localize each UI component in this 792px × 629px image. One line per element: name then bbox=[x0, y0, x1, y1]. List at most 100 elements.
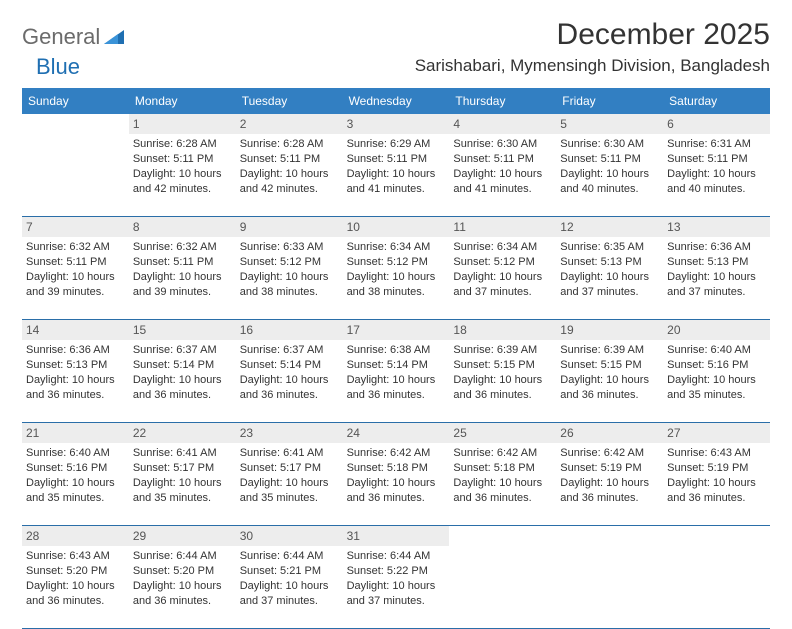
day-body: Sunrise: 6:40 AMSunset: 5:16 PMDaylight:… bbox=[26, 446, 125, 505]
daylight-text: Daylight: 10 hours and 36 minutes. bbox=[347, 476, 446, 506]
daylight-text: Daylight: 10 hours and 36 minutes. bbox=[26, 579, 125, 609]
sunset-text: Sunset: 5:11 PM bbox=[26, 255, 125, 270]
day-cell: Sunrise: 6:34 AMSunset: 5:12 PMDaylight:… bbox=[449, 237, 556, 319]
sunrise-text: Sunrise: 6:28 AM bbox=[133, 137, 232, 152]
day-cell: Sunrise: 6:43 AMSunset: 5:20 PMDaylight:… bbox=[22, 546, 129, 628]
daylight-text: Daylight: 10 hours and 35 minutes. bbox=[26, 476, 125, 506]
sunset-text: Sunset: 5:18 PM bbox=[453, 461, 552, 476]
daylight-text: Daylight: 10 hours and 37 minutes. bbox=[667, 270, 766, 300]
daylight-text: Daylight: 10 hours and 40 minutes. bbox=[560, 167, 659, 197]
sunrise-text: Sunrise: 6:37 AM bbox=[133, 343, 232, 358]
sunrise-text: Sunrise: 6:41 AM bbox=[133, 446, 232, 461]
day-body: Sunrise: 6:44 AMSunset: 5:21 PMDaylight:… bbox=[240, 549, 339, 608]
day-body: Sunrise: 6:32 AMSunset: 5:11 PMDaylight:… bbox=[133, 240, 232, 299]
sunset-text: Sunset: 5:13 PM bbox=[560, 255, 659, 270]
day-number: 18 bbox=[449, 320, 556, 340]
sunrise-text: Sunrise: 6:42 AM bbox=[453, 446, 552, 461]
sunset-text: Sunset: 5:15 PM bbox=[560, 358, 659, 373]
sunset-text: Sunset: 5:11 PM bbox=[453, 152, 552, 167]
daylight-text: Daylight: 10 hours and 35 minutes. bbox=[133, 476, 232, 506]
sunset-text: Sunset: 5:12 PM bbox=[347, 255, 446, 270]
day-number bbox=[449, 526, 556, 546]
sunset-text: Sunset: 5:14 PM bbox=[133, 358, 232, 373]
day-number: 17 bbox=[343, 320, 450, 340]
day-number-row: 28293031 bbox=[22, 526, 770, 546]
day-cell bbox=[556, 546, 663, 628]
day-body: Sunrise: 6:30 AMSunset: 5:11 PMDaylight:… bbox=[560, 137, 659, 196]
day-body: Sunrise: 6:37 AMSunset: 5:14 PMDaylight:… bbox=[133, 343, 232, 402]
day-number: 3 bbox=[343, 114, 450, 134]
day-body: Sunrise: 6:30 AMSunset: 5:11 PMDaylight:… bbox=[453, 137, 552, 196]
weeks-container: 123456Sunrise: 6:28 AMSunset: 5:11 PMDay… bbox=[22, 114, 770, 629]
daylight-text: Daylight: 10 hours and 41 minutes. bbox=[453, 167, 552, 197]
sunset-text: Sunset: 5:21 PM bbox=[240, 564, 339, 579]
day-cell: Sunrise: 6:42 AMSunset: 5:18 PMDaylight:… bbox=[449, 443, 556, 525]
day-body: Sunrise: 6:29 AMSunset: 5:11 PMDaylight:… bbox=[347, 137, 446, 196]
day-number: 30 bbox=[236, 526, 343, 546]
sunset-text: Sunset: 5:22 PM bbox=[347, 564, 446, 579]
sunset-text: Sunset: 5:20 PM bbox=[26, 564, 125, 579]
week-row: Sunrise: 6:32 AMSunset: 5:11 PMDaylight:… bbox=[22, 237, 770, 320]
weekday-friday: Friday bbox=[556, 88, 663, 114]
sunset-text: Sunset: 5:17 PM bbox=[133, 461, 232, 476]
sunrise-text: Sunrise: 6:39 AM bbox=[560, 343, 659, 358]
sunset-text: Sunset: 5:20 PM bbox=[133, 564, 232, 579]
day-number-row: 123456 bbox=[22, 114, 770, 134]
daylight-text: Daylight: 10 hours and 35 minutes. bbox=[240, 476, 339, 506]
day-cell: Sunrise: 6:44 AMSunset: 5:20 PMDaylight:… bbox=[129, 546, 236, 628]
sunset-text: Sunset: 5:19 PM bbox=[560, 461, 659, 476]
sunrise-text: Sunrise: 6:40 AM bbox=[667, 343, 766, 358]
day-cell bbox=[663, 546, 770, 628]
day-body: Sunrise: 6:34 AMSunset: 5:12 PMDaylight:… bbox=[347, 240, 446, 299]
day-body: Sunrise: 6:39 AMSunset: 5:15 PMDaylight:… bbox=[560, 343, 659, 402]
sunrise-text: Sunrise: 6:43 AM bbox=[667, 446, 766, 461]
daylight-text: Daylight: 10 hours and 37 minutes. bbox=[560, 270, 659, 300]
day-number bbox=[22, 114, 129, 134]
week-row: Sunrise: 6:43 AMSunset: 5:20 PMDaylight:… bbox=[22, 546, 770, 629]
day-cell: Sunrise: 6:37 AMSunset: 5:14 PMDaylight:… bbox=[129, 340, 236, 422]
day-number-row: 78910111213 bbox=[22, 217, 770, 237]
day-number: 14 bbox=[22, 320, 129, 340]
day-number bbox=[556, 526, 663, 546]
day-number: 16 bbox=[236, 320, 343, 340]
day-number: 24 bbox=[343, 423, 450, 443]
daylight-text: Daylight: 10 hours and 36 minutes. bbox=[240, 373, 339, 403]
daylight-text: Daylight: 10 hours and 36 minutes. bbox=[133, 373, 232, 403]
week-row: Sunrise: 6:28 AMSunset: 5:11 PMDaylight:… bbox=[22, 134, 770, 217]
location-subtitle: Sarishabari, Mymensingh Division, Bangla… bbox=[415, 56, 770, 76]
sunrise-text: Sunrise: 6:44 AM bbox=[347, 549, 446, 564]
day-cell: Sunrise: 6:33 AMSunset: 5:12 PMDaylight:… bbox=[236, 237, 343, 319]
day-number: 13 bbox=[663, 217, 770, 237]
sunrise-text: Sunrise: 6:30 AM bbox=[560, 137, 659, 152]
sunrise-text: Sunrise: 6:39 AM bbox=[453, 343, 552, 358]
weekday-sunday: Sunday bbox=[22, 88, 129, 114]
day-body: Sunrise: 6:41 AMSunset: 5:17 PMDaylight:… bbox=[240, 446, 339, 505]
sunset-text: Sunset: 5:11 PM bbox=[133, 152, 232, 167]
day-number-row: 14151617181920 bbox=[22, 320, 770, 340]
day-number: 29 bbox=[129, 526, 236, 546]
daylight-text: Daylight: 10 hours and 39 minutes. bbox=[26, 270, 125, 300]
sunrise-text: Sunrise: 6:42 AM bbox=[560, 446, 659, 461]
weekday-wednesday: Wednesday bbox=[343, 88, 450, 114]
day-cell: Sunrise: 6:34 AMSunset: 5:12 PMDaylight:… bbox=[343, 237, 450, 319]
day-cell: Sunrise: 6:30 AMSunset: 5:11 PMDaylight:… bbox=[449, 134, 556, 216]
weekday-tuesday: Tuesday bbox=[236, 88, 343, 114]
day-cell: Sunrise: 6:42 AMSunset: 5:18 PMDaylight:… bbox=[343, 443, 450, 525]
day-body: Sunrise: 6:42 AMSunset: 5:19 PMDaylight:… bbox=[560, 446, 659, 505]
day-cell: Sunrise: 6:28 AMSunset: 5:11 PMDaylight:… bbox=[236, 134, 343, 216]
sunrise-text: Sunrise: 6:38 AM bbox=[347, 343, 446, 358]
week-row: Sunrise: 6:40 AMSunset: 5:16 PMDaylight:… bbox=[22, 443, 770, 526]
daylight-text: Daylight: 10 hours and 42 minutes. bbox=[240, 167, 339, 197]
day-cell: Sunrise: 6:40 AMSunset: 5:16 PMDaylight:… bbox=[663, 340, 770, 422]
weekday-saturday: Saturday bbox=[663, 88, 770, 114]
day-cell bbox=[449, 546, 556, 628]
day-body: Sunrise: 6:38 AMSunset: 5:14 PMDaylight:… bbox=[347, 343, 446, 402]
sunrise-text: Sunrise: 6:29 AM bbox=[347, 137, 446, 152]
day-cell: Sunrise: 6:44 AMSunset: 5:22 PMDaylight:… bbox=[343, 546, 450, 628]
day-body: Sunrise: 6:43 AMSunset: 5:20 PMDaylight:… bbox=[26, 549, 125, 608]
sunrise-text: Sunrise: 6:43 AM bbox=[26, 549, 125, 564]
day-number: 4 bbox=[449, 114, 556, 134]
daylight-text: Daylight: 10 hours and 37 minutes. bbox=[240, 579, 339, 609]
day-body: Sunrise: 6:39 AMSunset: 5:15 PMDaylight:… bbox=[453, 343, 552, 402]
logo-word-blue: Blue bbox=[36, 54, 80, 80]
